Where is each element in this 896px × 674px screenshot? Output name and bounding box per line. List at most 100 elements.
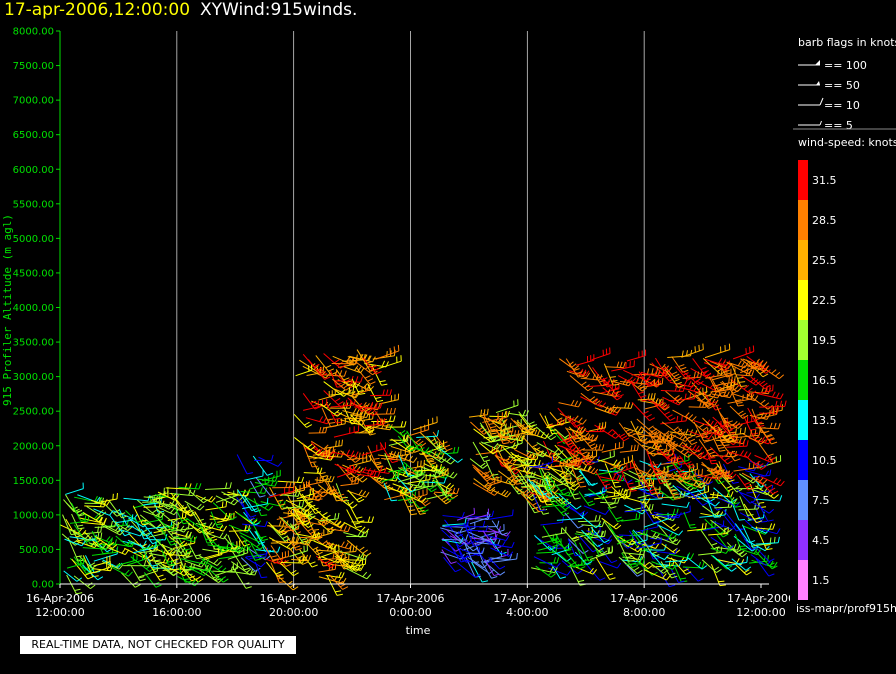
- barb-feather: [505, 430, 512, 435]
- barb-feather: [669, 514, 674, 520]
- wind-barb: [367, 383, 384, 403]
- barb-feather: [740, 412, 746, 417]
- barb-feather: [445, 500, 452, 505]
- barb-feather: [294, 490, 298, 497]
- barb-feather: [524, 458, 529, 464]
- barb-feather: [773, 477, 778, 483]
- barb-feather: [690, 553, 695, 560]
- wind-barb: [173, 505, 190, 525]
- barb-feather: [509, 553, 513, 560]
- barb-shaft: [736, 489, 751, 504]
- barb-feather: [264, 520, 268, 527]
- wind-barb: [289, 544, 308, 557]
- barb-feather: [664, 554, 669, 560]
- barb-feather: [489, 486, 496, 492]
- barb-feather: [640, 438, 647, 442]
- wind-barb: [319, 512, 340, 522]
- barb-feather: [419, 512, 426, 515]
- wind-barb: [653, 535, 681, 546]
- barb-feather: [663, 569, 669, 574]
- wind-barb: [347, 397, 368, 412]
- barb-feather: [356, 516, 363, 519]
- barb-feather: [147, 531, 153, 537]
- barb-feather: [324, 376, 331, 380]
- wind-barb: [669, 379, 696, 388]
- barb-feather: [185, 580, 192, 583]
- wind-barb: [591, 347, 611, 361]
- barb-feather: [676, 539, 681, 546]
- wind-barb: [189, 564, 212, 572]
- barb-feather: [634, 545, 640, 551]
- barb-feather: [620, 488, 624, 495]
- barb-feather: [578, 476, 585, 481]
- barb-feather: [649, 417, 655, 422]
- barb-shaft: [465, 517, 489, 521]
- barb-feather: [614, 393, 620, 399]
- barb-feather: [503, 442, 510, 445]
- barb-feather: [272, 558, 279, 561]
- barb-feather: [103, 518, 107, 525]
- barb-feather: [333, 492, 340, 495]
- barb-feather: [268, 505, 274, 511]
- wind-barb: [342, 407, 363, 416]
- barb-feather: [772, 460, 779, 464]
- barb-feather: [716, 568, 722, 573]
- wind-barb: [416, 430, 439, 439]
- wind-barb: [64, 538, 86, 547]
- barb-feather: [632, 564, 639, 569]
- wind-barb: [604, 463, 622, 488]
- barb-feather: [357, 558, 362, 565]
- barb-feather: [701, 523, 704, 530]
- barb-feather: [601, 377, 608, 381]
- barb-feather: [538, 495, 545, 499]
- barb-feather: [514, 479, 521, 482]
- wind-barb: [254, 561, 268, 579]
- barb-shaft: [754, 498, 780, 502]
- barb-feather: [642, 410, 649, 415]
- barb-feather: [402, 431, 408, 437]
- barb-shaft: [462, 542, 484, 551]
- barb-feather: [356, 408, 360, 415]
- barb-feather: [297, 523, 300, 530]
- wind-barb: [340, 450, 361, 463]
- barb-feather: [457, 446, 460, 453]
- barb-feather: [763, 430, 770, 434]
- barb-feather: [340, 560, 347, 563]
- wind-barb: [372, 407, 396, 415]
- barb-feather: [656, 492, 661, 499]
- wind-barb: [463, 520, 486, 528]
- barb-feather: [581, 512, 585, 519]
- barb-feather: [769, 469, 772, 476]
- barb-feather: [641, 554, 645, 560]
- barb-feather: [369, 385, 374, 392]
- barb-feather: [179, 540, 186, 546]
- barb-shaft: [661, 503, 687, 508]
- barb-feather: [670, 434, 673, 441]
- wind-barb: [227, 546, 249, 560]
- barb-feather: [576, 477, 583, 480]
- barb-feather: [716, 491, 719, 498]
- barb-feather: [578, 401, 582, 408]
- barb-feather: [251, 508, 258, 512]
- barb-feather: [727, 460, 733, 465]
- barb-feather: [189, 535, 194, 542]
- wind-barb: [269, 537, 296, 551]
- barb-feather: [737, 544, 741, 551]
- barb-feather: [119, 512, 126, 516]
- wind-barb: [86, 505, 107, 517]
- barb-feather: [541, 479, 544, 486]
- barb-feather: [186, 573, 193, 576]
- barb-feather: [354, 558, 359, 564]
- barb-feather: [318, 518, 322, 525]
- barb-shaft: [558, 493, 577, 510]
- barb-shaft: [457, 547, 480, 557]
- barb-feather: [486, 408, 489, 415]
- barb-feather: [349, 545, 352, 553]
- wind-barb: [280, 516, 299, 530]
- barb-feather: [304, 521, 311, 526]
- barb-feather: [408, 474, 415, 477]
- wind-barb: [331, 449, 359, 458]
- barb-feather: [653, 520, 660, 524]
- barb-feather: [537, 429, 541, 436]
- barb-shaft: [254, 561, 262, 578]
